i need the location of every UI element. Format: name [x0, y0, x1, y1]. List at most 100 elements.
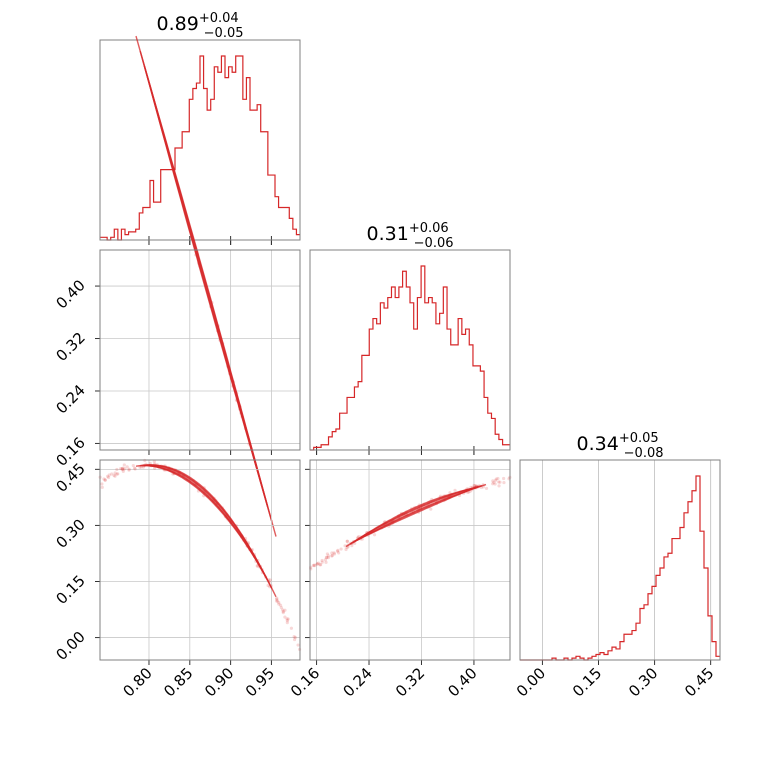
sample-point — [332, 552, 337, 556]
sample-point — [324, 560, 328, 564]
sample-point — [313, 564, 317, 568]
sample-point — [110, 472, 114, 476]
sample-point — [268, 578, 272, 582]
sample-point — [332, 551, 336, 555]
sample-point — [494, 478, 498, 482]
sample-point — [148, 461, 152, 466]
y-tick-label: 0.32 — [52, 329, 88, 365]
sample-point — [275, 599, 279, 603]
axes-frame — [99, 249, 301, 451]
sample-point — [120, 467, 124, 471]
sample-point — [103, 478, 107, 482]
panels: 0.16 0.24 0.32 0.40 0.00 0.15 0.30 0.45 0.80 0.85… — [52, 35, 721, 700]
sample-point — [330, 551, 334, 555]
y-tick-label: 0.45 — [52, 459, 88, 495]
sample-point — [372, 533, 377, 537]
sample-point — [113, 471, 117, 475]
sample-point — [281, 611, 285, 615]
axes-frame — [99, 39, 301, 241]
sample-point — [285, 621, 289, 625]
sample-point — [320, 558, 324, 563]
scatter-panel-2-0: 0.00 0.15 0.30 0.45 — [52, 458, 302, 665]
sample-point — [319, 563, 323, 567]
hist-panel-0 — [99, 39, 301, 245]
x-tick-label: 0.85 — [160, 664, 196, 700]
sample-point — [315, 562, 319, 566]
sample-point — [494, 477, 498, 481]
x-tick-label: 0.45 — [681, 664, 717, 700]
sample-point — [112, 473, 116, 478]
title-param-0: 0.89+0.04 −0.05 — [157, 11, 244, 41]
sample-point — [496, 476, 500, 481]
sample-point — [323, 558, 328, 562]
sample-point — [345, 539, 349, 543]
x-tick-label: 0.15 — [569, 664, 605, 700]
sample-point — [100, 485, 104, 489]
title-plus: +0.05 — [619, 431, 659, 446]
sample-point — [141, 465, 145, 469]
histogram-param-1 — [310, 265, 510, 451]
sample-point — [275, 599, 279, 603]
sample-point — [100, 482, 104, 486]
contour-level-1 — [349, 485, 483, 545]
x-tick-label: 0.90 — [201, 664, 237, 700]
sample-point — [491, 479, 495, 483]
x-tick-label: 0.00 — [513, 664, 549, 700]
sample-point — [115, 472, 119, 476]
sample-point — [266, 583, 270, 588]
sample-point — [285, 619, 289, 623]
sample-point — [472, 483, 476, 488]
sample-point — [131, 463, 135, 468]
sample-point — [492, 480, 496, 485]
sample-point — [277, 600, 281, 605]
sample-point — [152, 459, 156, 464]
contour-level-2 — [143, 65, 269, 507]
y-tick-label: 0.15 — [52, 572, 88, 608]
x-tick-label: 0.95 — [242, 664, 278, 700]
sample-point — [325, 552, 330, 556]
title-param-1: 0.31+0.06 −0.06 — [367, 221, 454, 251]
sample-point — [335, 549, 340, 553]
sample-point — [275, 596, 279, 600]
sample-point — [315, 562, 319, 566]
sample-point — [318, 563, 322, 567]
sample-point — [292, 637, 297, 642]
title-minus: −0.05 — [204, 26, 244, 41]
sample-point — [123, 467, 127, 471]
sample-point — [337, 551, 341, 555]
x-tick-label: 0.16 — [287, 664, 323, 700]
sample-point — [502, 480, 506, 485]
sample-point — [330, 553, 334, 558]
sample-point — [484, 486, 489, 491]
title-minus: −0.08 — [624, 446, 664, 461]
x-tick-label: 0.32 — [392, 664, 428, 700]
y-tick-label: 0.00 — [52, 628, 88, 664]
sample-point — [115, 467, 119, 472]
sample-point — [122, 463, 126, 467]
sample-point — [283, 615, 287, 619]
sample-point — [106, 474, 110, 478]
sample-point — [127, 468, 131, 472]
x-tick-label: 0.80 — [119, 664, 155, 700]
sample-point — [339, 547, 343, 551]
sample-point — [132, 466, 137, 470]
title-minus: −0.06 — [414, 236, 454, 251]
contour-level-2 — [144, 464, 269, 581]
sample-point — [121, 466, 125, 470]
title-plus: +0.06 — [409, 221, 449, 236]
contour-level-2 — [354, 486, 478, 543]
sample-point — [326, 554, 330, 558]
sample-point — [107, 473, 111, 477]
axes-frame — [99, 459, 301, 661]
sample-point — [292, 635, 296, 639]
axes-frame — [309, 459, 511, 661]
sample-point — [498, 480, 502, 484]
sample-point — [345, 539, 349, 543]
sample-point — [312, 563, 316, 567]
y-tick-label: 0.40 — [52, 276, 88, 312]
sample-point — [133, 467, 137, 471]
y-tick-label: 0.30 — [52, 516, 88, 552]
sample-point — [326, 555, 331, 560]
sample-point — [279, 606, 283, 610]
